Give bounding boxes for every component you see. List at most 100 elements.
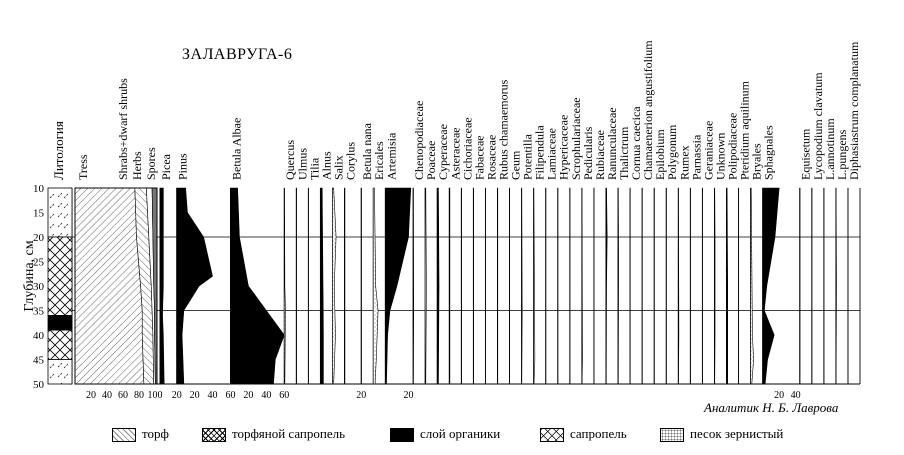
summary-tick-label: 100: [148, 390, 163, 401]
taxa-panels: 20 20 40 60 20 40 60 20 20 20 40: [159, 187, 861, 401]
y-axis-label: Глубина, см: [22, 240, 37, 312]
taxon-tick-label: 20: [190, 390, 200, 401]
taxon-label-thalictrum: Thalictrum: [617, 126, 631, 180]
taxon-label-equisetum: Equisetum: [799, 128, 813, 180]
lithology-layer-sapropel: [47, 236, 73, 316]
taxon-label-picea: Picea: [159, 153, 173, 180]
taxon-curve-alnus: [320, 187, 324, 385]
legend-label: торф: [142, 426, 169, 441]
taxon-label-geum: Geum: [509, 150, 523, 180]
depth-tick-label: 15: [33, 208, 45, 220]
peat-swatch: [112, 428, 136, 443]
taxon-label-rubiaceae: Rubiaceae: [593, 130, 607, 180]
summary-tick-label: 80: [134, 390, 144, 401]
taxon-label-diphasiastrum-complanatum: Diphasiastrum complanatum: [847, 41, 861, 180]
legend-item-peat-sapropel: торфяной сапропель: [202, 426, 345, 446]
legend-item-sand: песок зернистый: [660, 426, 783, 446]
taxon-curve-salix: [332, 187, 337, 385]
taxon-tick-label: 20: [172, 390, 182, 401]
depth-tick-label: 30: [33, 281, 45, 293]
summary-label: Tress: [76, 154, 90, 180]
taxon-tick-label: 20: [243, 390, 253, 401]
depth-tick-label: 10: [33, 183, 45, 195]
taxon-label-betula-nana: Betula nana: [360, 122, 374, 180]
taxon-label-chenopodiaceae: Chenopodiaceae: [412, 101, 426, 180]
chart-title: ЗАЛАВРУГА-6: [182, 46, 293, 63]
taxon-label-hypericaceae: Hypericaceae: [557, 115, 571, 180]
taxon-tick-label: 40: [261, 390, 271, 401]
taxon-label-rosaceae: Rosaceae: [484, 135, 498, 180]
taxon-label-geraniaceae: Geraniaceae: [701, 121, 715, 180]
taxon-curve-unknown: [714, 187, 716, 385]
taxon-tick-label: 20: [356, 390, 366, 401]
taxon-label-sphagnales: Sphagnales: [762, 125, 776, 180]
legend-item-sapropel: сапропель: [540, 426, 627, 446]
summary-frame: [74, 187, 158, 385]
taxon-label-rumex: Rumex: [677, 145, 691, 180]
lithology-label: Литология: [51, 121, 66, 180]
taxon-label-filipendula: Filipendula: [533, 125, 547, 180]
taxon-curve-betula-albae: [230, 187, 285, 385]
lithology-layer-sapropel: [47, 329, 73, 360]
legend-item-peat: торф: [112, 426, 169, 446]
taxon-label-pinus: Pinus: [176, 153, 190, 180]
taxon-label-ulmus: Ulmus: [295, 148, 309, 180]
summary-tick-label: 40: [102, 390, 112, 401]
taxon-label-cichoriaceae: Cichoriaceae: [460, 117, 474, 180]
taxon-curve-chenopodiaceae: [412, 187, 415, 385]
depth-tick-label: 35: [33, 306, 45, 318]
depth-tick-label: 45: [33, 355, 45, 367]
taxon-curve-ericales: [372, 187, 379, 385]
taxon-tick-label: 60: [225, 390, 235, 401]
taxon-label-cornua-caecica: Cornua caecica: [629, 106, 643, 180]
depth-tick-label: 25: [33, 257, 45, 269]
taxon-tick-label: 20: [774, 390, 784, 401]
taxon-label-corylus: Corylus: [344, 142, 358, 180]
taxon-label-pteridium-aquilinum: Pteridium aquilinum: [738, 80, 752, 180]
taxon-label-l-pungens: L.pungens: [835, 129, 849, 180]
organic-swatch: [390, 428, 414, 443]
taxon-label-l-annotinum: L.annotinum: [823, 118, 837, 180]
peat-sapropel-swatch: [202, 428, 226, 443]
depth-tick-label: 50: [33, 379, 45, 391]
summary-tick-label: 60: [118, 390, 128, 401]
lithology-layer-peat: [47, 359, 73, 385]
taxon-tick-label: 20: [403, 390, 413, 401]
lithology-layer-organic: [47, 314, 73, 331]
lithology-layer-peat: [47, 187, 73, 238]
sapropel-swatch: [540, 428, 564, 443]
taxon-tick-label: 40: [791, 390, 801, 401]
taxon-curve-cyperaceae: [436, 187, 440, 385]
taxon-label-parnassia: Parnassia: [689, 134, 703, 180]
taxon-curve-artemisia: [384, 187, 412, 385]
taxon-label-asteraceae: Asteraceae: [448, 127, 462, 180]
taxon-label-artemisia: Artemisia: [384, 132, 398, 180]
taxon-curve-bryales: [750, 187, 754, 385]
taxon-curve-ranunculaceae: [605, 187, 608, 385]
legend-item-organic: слой органики: [390, 426, 500, 446]
taxon-label-lamiaceae: Lamiaceae: [545, 128, 559, 180]
taxon-label-bryales: Bryales: [750, 143, 764, 180]
taxon-curve-asteraceae: [448, 187, 451, 385]
taxon-curve-polipodiaceae: [726, 187, 728, 385]
taxon-curve-picea: [159, 187, 165, 385]
taxon-label-epilobium: Epilobium: [653, 129, 667, 180]
taxon-curve-l-pungens: [835, 187, 837, 385]
summary-label: Spores: [144, 147, 158, 180]
taxon-label-poaceae: Poaceae: [424, 141, 438, 180]
taxon-label-scrophulariaceae: Scrophulariaceae: [569, 97, 583, 180]
taxon-label-unknown: Unknown: [713, 133, 727, 180]
taxon-curve-sphagnales: [762, 187, 780, 385]
analyst-credit: Аналитик Н. Б. Лаврова: [704, 400, 839, 415]
taxon-label-alnus: Alnus: [319, 151, 333, 180]
taxon-label-polipodiaceae: Polipodiaceae: [725, 113, 739, 180]
taxon-label-chamaenerion-angustifolium: Chamaenerion angustifolium: [641, 40, 655, 180]
summary-label: Herbs: [130, 151, 144, 180]
lithology-column: Литология: [47, 121, 73, 385]
taxon-label-potentilla: Potentilla: [521, 133, 535, 180]
taxon-labels: Tress Shrabs+dwarf shrubs Herbs Spores Picea…: [76, 40, 861, 180]
taxon-curve-rumex: [677, 187, 680, 385]
taxon-label-pedicularis: Pedicularis: [581, 126, 595, 180]
taxon-tick-label: 60: [279, 390, 289, 401]
taxon-curve-thalictrum: [617, 187, 619, 385]
